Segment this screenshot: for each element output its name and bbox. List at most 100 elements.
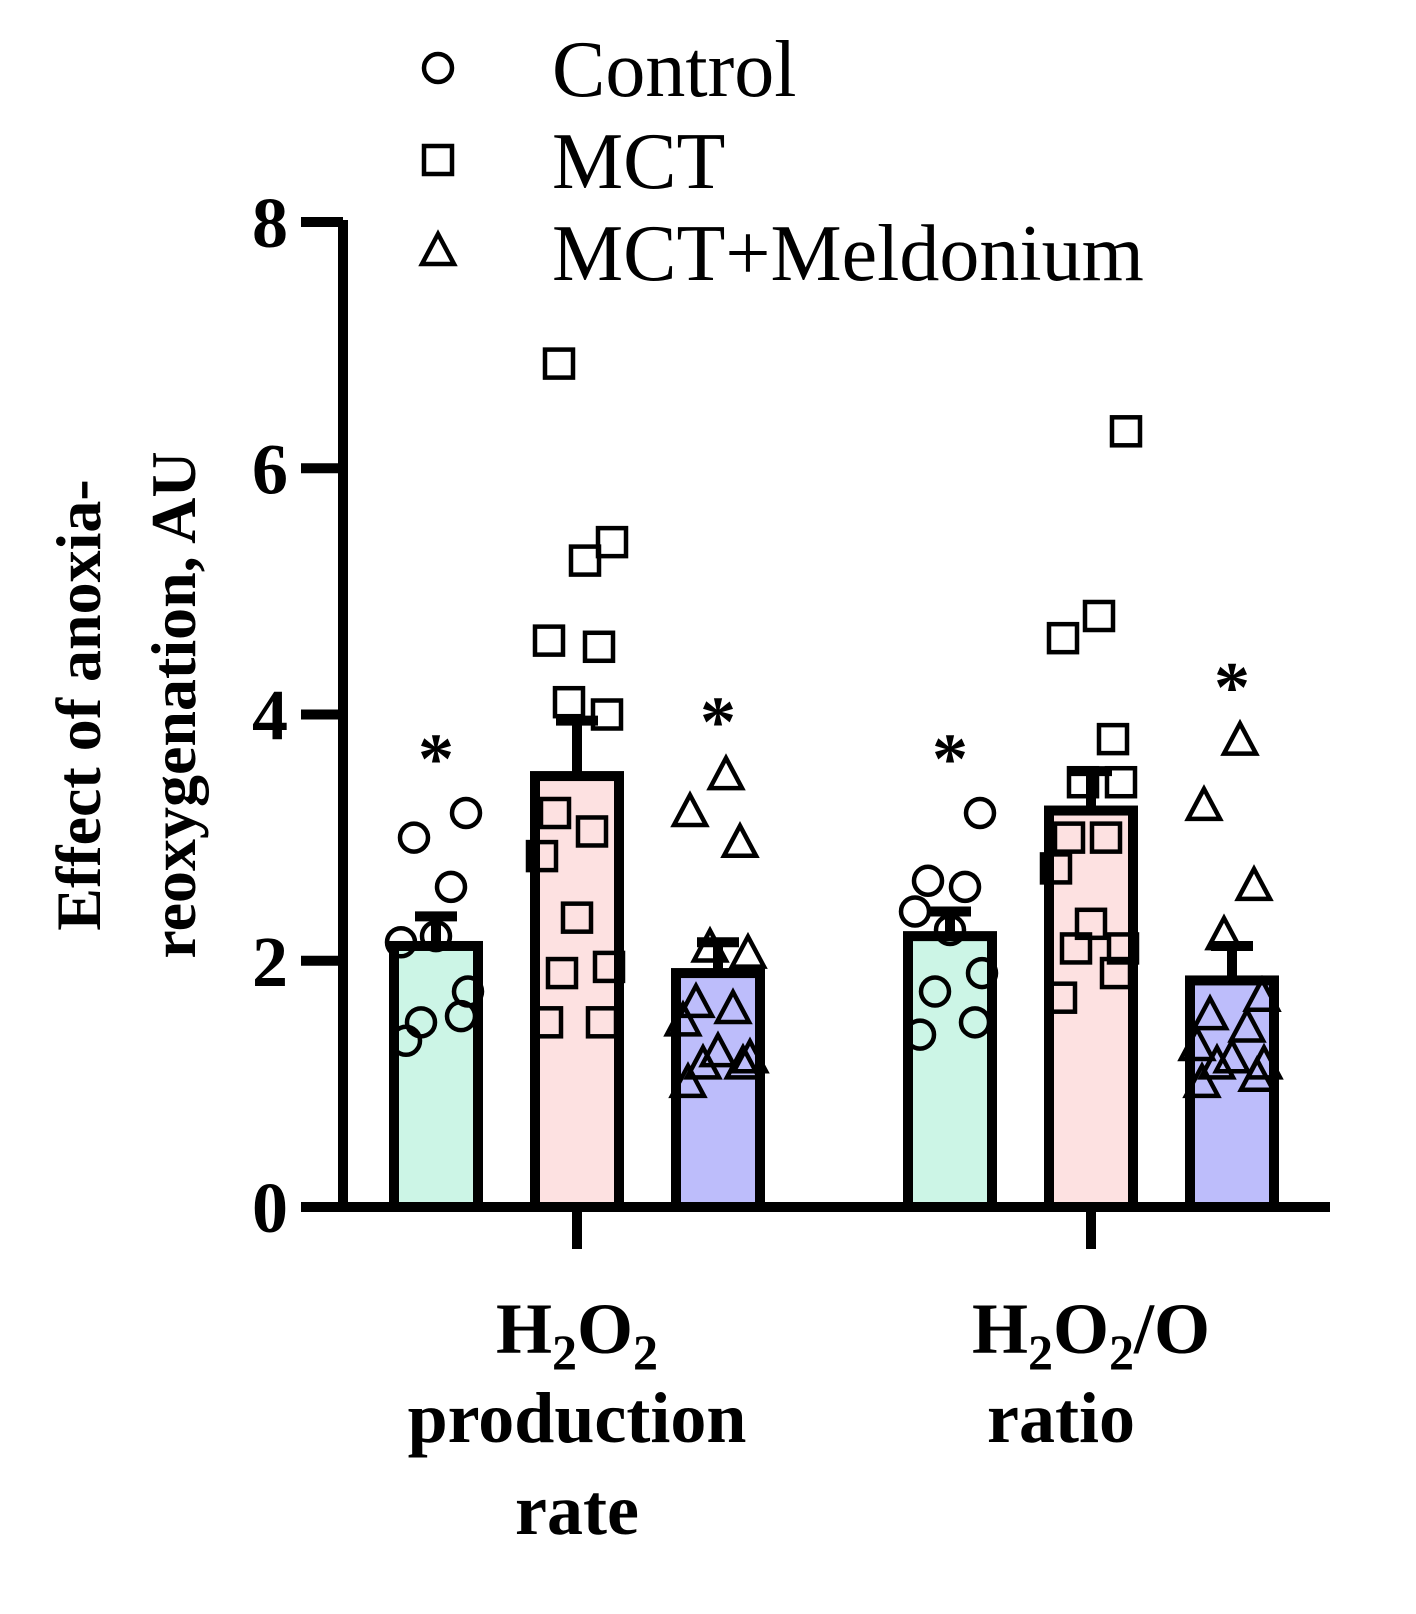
data-point-circle [963,796,997,830]
data-point-triangle [1212,1036,1252,1074]
data-point-circle [918,975,952,1008]
y-tick-label: 2 [252,922,288,1002]
data-point-square [552,685,586,719]
subscript: 2 [1028,1324,1053,1380]
bar-circle [903,931,997,1212]
category-label-formula: H2O2 [496,1289,658,1380]
data-point-square [582,630,616,664]
data-point-triangle [1220,718,1260,756]
y-tick-label: 8 [252,183,288,263]
data-point-triangle [713,987,753,1025]
category-label-line: production [408,1378,747,1458]
legend-label: MCT+Meldonium [552,210,1144,298]
data-point-triangle [1177,1024,1217,1062]
data-point-circle [903,1018,937,1051]
data-point-square [1082,599,1116,633]
subscript: 2 [1109,1324,1134,1380]
subscript: 2 [633,1324,658,1380]
y-tick-label: 6 [252,429,288,509]
data-point-triangle [670,790,710,828]
category-label-line: ratio [987,1378,1135,1458]
significance-star: * [700,682,736,762]
bar-triangle [671,968,765,1212]
data-point-triangle [1204,913,1244,951]
data-point-circle [911,864,945,897]
y-tick-label: 0 [252,1168,288,1248]
data-point-square [545,956,579,990]
data-point-circle [449,796,483,830]
bar-circle [389,940,483,1212]
legend-label: MCT [552,118,725,206]
data-point-square [525,839,559,873]
legend-marker-triangle [418,229,458,267]
data-points [384,347,1284,1099]
data-point-circle [965,956,999,990]
data-point-triangle [683,1042,723,1080]
data-point-square [590,698,624,731]
data-point-triangle [663,999,703,1037]
significance-markers: * * * * [418,648,1250,799]
subscript: 2 [552,1324,577,1380]
y-tick-label: 4 [252,676,288,756]
data-point-triangle [706,753,746,791]
data-point-circle [948,870,982,904]
y-axis-title: Effect of anoxia-reoxygenation, AU [43,451,209,958]
data-point-triangle [1182,1061,1222,1099]
data-point-square [560,901,594,934]
data-point-triangle [698,1030,738,1068]
data-point-square [1039,852,1073,885]
data-point-circle [933,913,967,947]
y-axis-title-line: Effect of anoxia- [43,479,114,930]
bar-square [1044,805,1138,1212]
data-point-triangle [1227,1005,1267,1043]
data-point-square [1104,765,1138,799]
legend-label: Control [552,26,796,114]
data-point-square [532,624,566,657]
data-point-square [595,525,629,559]
data-point-circle [397,821,431,854]
data-point-square [542,347,576,380]
data-point-triangle [728,931,768,969]
category-label-line: rate [515,1470,639,1550]
formula-part: O [577,1289,633,1369]
data-point-square [530,1006,564,1039]
data-point-square [592,950,626,984]
data-point-circle [419,919,453,953]
significance-star: * [1214,648,1250,728]
data-point-square [538,796,572,830]
data-point-square [1052,821,1086,854]
data-point-triangle [676,981,716,1019]
legend-marker-circle [421,51,455,85]
data-point-square [1089,821,1123,854]
data-point-triangle [730,1036,770,1074]
axes: 0 2 4 6 8 [252,183,1330,1249]
data-point-circle [434,870,468,904]
data-point-square [1046,621,1080,655]
significance-star: * [418,719,454,799]
data-point-square [1074,907,1108,941]
data-point-square [575,815,609,848]
data-point-square [568,544,602,577]
significance-star: * [932,719,968,799]
data-point-circle [958,1006,992,1039]
data-point-circle [898,895,932,928]
data-point-square [1109,415,1143,448]
data-point-square [1099,956,1133,990]
data-point-triangle [1244,1042,1284,1080]
formula-part: H [496,1289,552,1369]
data-point-triangle [1184,784,1224,822]
data-point-square [585,1006,619,1039]
formula-part: H [972,1289,1028,1369]
data-point-triangle [1197,1042,1237,1080]
data-point-square [1106,932,1140,965]
data-point-circle [451,975,485,1008]
data-point-square [1044,981,1078,1014]
data-point-triangle [1190,993,1230,1031]
data-point-square [1096,722,1130,756]
data-point-triangle [1234,864,1274,902]
data-point-triangle [690,925,730,963]
data-point-triangle [720,821,760,859]
